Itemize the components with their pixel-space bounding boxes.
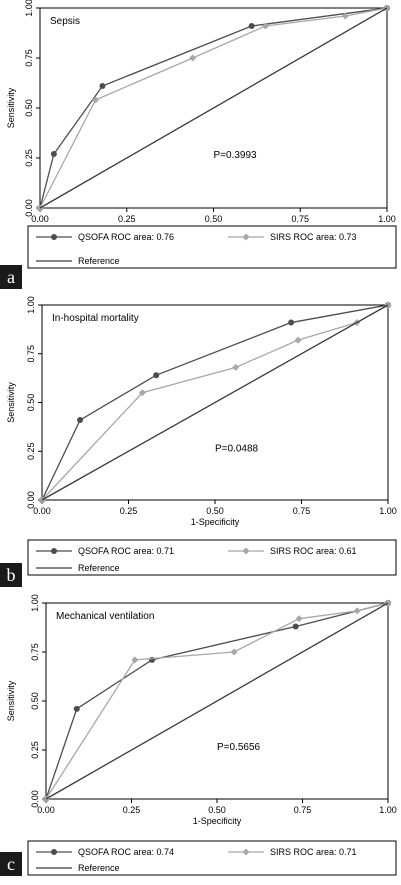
- sirs-point: [230, 648, 238, 656]
- sirs-point: [294, 336, 302, 344]
- legend-label: Reference: [78, 563, 120, 573]
- sirs-point: [341, 12, 349, 20]
- y-tick-label: 0.50: [26, 394, 36, 412]
- qsofa-point: [77, 417, 84, 424]
- x-axis-title: 1-Specificity: [191, 517, 240, 527]
- x-tick-label: 0.75: [291, 214, 309, 224]
- roc-chart-in-hospital-mortality: 0.00 0.25 0.50 0.75 1.00 0.00 0.25 0.50 0.75 1.00…: [0, 296, 397, 587]
- x-tick-label: 0.75: [294, 805, 312, 815]
- qsofa-point: [73, 705, 80, 712]
- y-axis-title: Sensitivity: [6, 680, 16, 721]
- series-line: [45, 602, 389, 800]
- legend-diamond-marker: [242, 848, 250, 856]
- x-tick-label: 0.25: [120, 506, 138, 516]
- y-tick-label: 0.75: [26, 345, 36, 363]
- legend-label: Reference: [78, 863, 120, 873]
- legend: [27, 539, 397, 576]
- y-tick-label: 1.00: [24, 0, 34, 17]
- chart-title: Sepsis: [50, 16, 80, 27]
- panel-label: b: [7, 565, 16, 585]
- x-tick-label: 0.50: [208, 805, 226, 815]
- legend-label: QSOFA ROC area: 0.76: [78, 232, 174, 242]
- x-tick-label: 0.25: [118, 214, 136, 224]
- x-tick-label: 0.25: [123, 805, 141, 815]
- legend-circle-marker: [51, 849, 57, 855]
- y-tick-label: 1.00: [30, 594, 40, 612]
- y-tick-label: 0.00: [24, 199, 34, 217]
- x-tick-label: 0.00: [33, 506, 51, 516]
- p-value-annotation: P=0.3993: [214, 150, 258, 161]
- y-tick-label: 0.75: [30, 643, 40, 661]
- x-tick-label: 1.00: [379, 805, 397, 815]
- sirs-point: [189, 54, 197, 62]
- y-tick-label: 0.00: [30, 790, 40, 808]
- legend-label: SIRS ROC area: 0.61: [270, 546, 357, 556]
- legend-diamond-marker: [242, 233, 250, 241]
- legend-diamond-marker: [242, 547, 250, 555]
- qsofa-point: [99, 83, 106, 89]
- y-tick-label: 0.50: [30, 692, 40, 710]
- qsofa-point: [153, 372, 160, 379]
- sirs-point: [131, 656, 139, 664]
- x-tick-label: 1.00: [379, 506, 397, 516]
- x-tick-label: 0.00: [37, 805, 55, 815]
- chart-title: In-hospital mortality: [52, 313, 139, 324]
- legend: [27, 225, 397, 269]
- legend-label: QSOFA ROC area: 0.71: [78, 546, 174, 556]
- qsofa-point: [288, 319, 295, 326]
- y-tick-label: 0.00: [26, 491, 36, 509]
- series-line: [39, 7, 388, 209]
- x-axis-title: 1-Specificity: [193, 816, 242, 826]
- y-tick-label: 0.25: [24, 149, 34, 167]
- chart-title: Mechanical ventilation: [56, 611, 154, 622]
- panel-label-box: [0, 265, 22, 289]
- panel-label-box: [0, 852, 22, 876]
- x-tick-label: 1.00: [378, 214, 396, 224]
- y-tick-label: 0.25: [30, 741, 40, 759]
- x-tick-label: 0.50: [205, 214, 223, 224]
- x-tick-label: 0.50: [206, 506, 224, 516]
- panel-label: a: [7, 267, 15, 287]
- p-value-annotation: P=0.5656: [217, 742, 261, 753]
- y-tick-label: 0.25: [26, 442, 36, 460]
- legend-circle-marker: [51, 548, 57, 554]
- x-tick-label: 0.00: [31, 214, 49, 224]
- legend-label: SIRS ROC area: 0.73: [270, 232, 357, 242]
- y-tick-label: 0.50: [24, 99, 34, 117]
- legend: [27, 840, 397, 876]
- sirs-point: [92, 96, 100, 104]
- qsofa-point: [248, 23, 255, 29]
- legend-label: Reference: [78, 256, 120, 266]
- sirs-point: [262, 22, 270, 30]
- series-line: [45, 602, 389, 800]
- qsofa-point: [292, 623, 299, 630]
- legend-label: SIRS ROC area: 0.71: [270, 847, 357, 857]
- roc-chart-mechanical-ventilation: 0.00 0.25 0.50 0.75 1.00 0.00 0.25 0.50 0.75 1.00…: [0, 594, 397, 876]
- p-value-annotation: P=0.0488: [215, 443, 259, 454]
- roc-panel-a: 0.00 0.25 0.50 0.75 1.00 0.00 0.25 0.50 0.75 1.00…: [0, 0, 401, 295]
- qsofa-point: [50, 151, 57, 157]
- y-axis-title: Sensitivity: [6, 382, 16, 423]
- panel-label-box: [0, 563, 22, 587]
- series-line: [39, 7, 388, 209]
- y-tick-label: 0.75: [24, 49, 34, 67]
- sirs-point: [138, 389, 146, 397]
- x-tick-label: 0.75: [293, 506, 311, 516]
- legend-label: QSOFA ROC area: 0.74: [78, 847, 174, 857]
- sirs-point: [232, 363, 240, 371]
- series-line: [41, 304, 389, 501]
- roc-panel-c: 0.00 0.25 0.50 0.75 1.00 0.00 0.25 0.50 0.75 1.00…: [0, 590, 401, 885]
- sirs-point: [295, 615, 303, 623]
- roc-chart-sepsis: 0.00 0.25 0.50 0.75 1.00 0.00 0.25 0.50 0.75 1.00…: [0, 0, 397, 289]
- sirs-point: [383, 4, 391, 12]
- panel-label: c: [7, 854, 15, 874]
- legend-circle-marker: [51, 234, 57, 240]
- sirs-point: [353, 607, 361, 615]
- y-axis-title: Sensitivity: [6, 87, 16, 128]
- y-tick-label: 1.00: [26, 296, 36, 314]
- roc-panel-b: 0.00 0.25 0.50 0.75 1.00 0.00 0.25 0.50 0.75 1.00…: [0, 295, 401, 590]
